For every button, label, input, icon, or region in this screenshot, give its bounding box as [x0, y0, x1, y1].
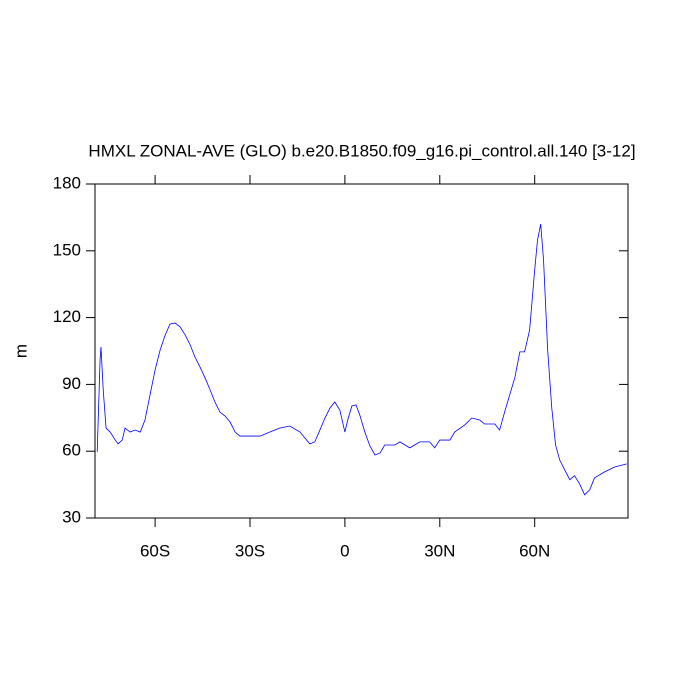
- y-tick-label: 60: [62, 441, 81, 460]
- x-tick-label: 60S: [140, 541, 170, 560]
- x-tick-label: 60N: [519, 541, 550, 560]
- x-tick-label: 0: [340, 541, 349, 560]
- y-axis-label: m: [11, 344, 30, 358]
- x-tick-label: 30S: [235, 541, 265, 560]
- y-tick-label: 150: [53, 240, 81, 259]
- y-tick-label: 90: [62, 374, 81, 393]
- data-line: [96, 224, 627, 496]
- x-tick-label: 30N: [424, 541, 455, 560]
- y-tick-label: 120: [53, 307, 81, 326]
- y-tick-label: 30: [62, 507, 81, 526]
- plot-frame: [94, 183, 629, 519]
- chart-title: HMXL ZONAL-AVE (GLO) b.e20.B1850.f09_g16…: [88, 141, 635, 160]
- y-tick-label: 180: [53, 173, 81, 192]
